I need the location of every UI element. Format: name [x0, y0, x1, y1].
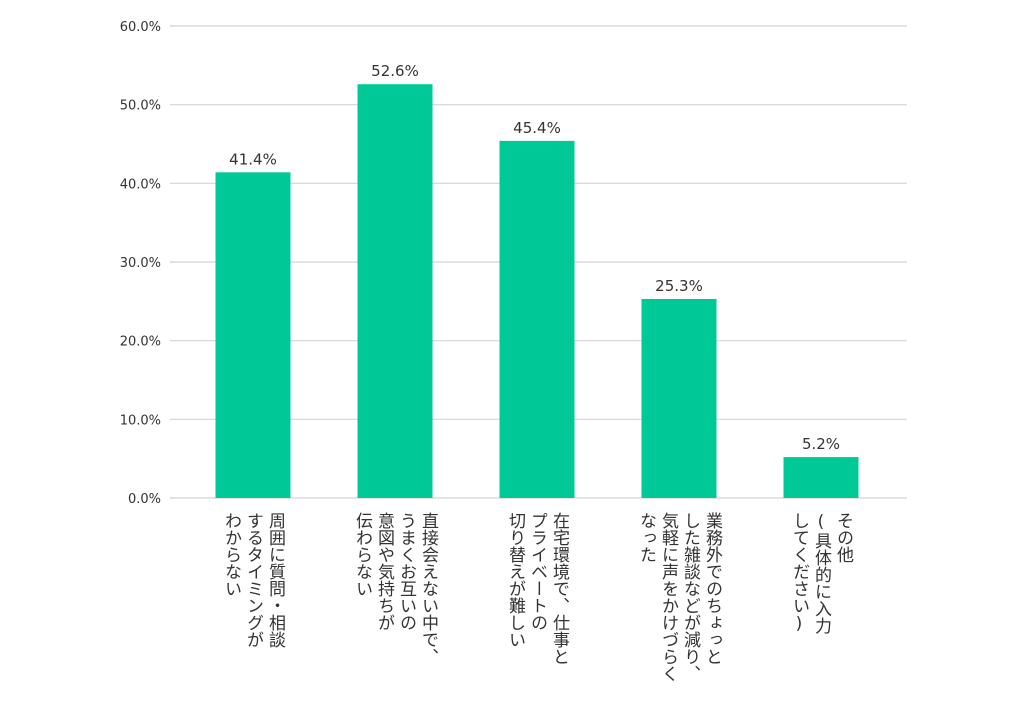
y-tick-label: 20.0% [120, 335, 161, 350]
data-label: 41.4% [229, 150, 277, 168]
category-label: その他 [833, 512, 854, 563]
category-label: 伝わらない [352, 512, 373, 597]
y-axis-ticks: 0.0% 10.0% 20.0% 30.0% 40.0% 50.0% 60.0% [120, 20, 161, 507]
data-labels: 41.4% 52.6% 45.4% 25.3% 5.2% [229, 62, 840, 453]
data-label: 52.6% [371, 62, 419, 80]
y-tick-label: 10.0% [120, 413, 161, 428]
bar [499, 140, 575, 498]
bar [641, 298, 717, 498]
data-label: 25.3% [655, 277, 703, 295]
y-tick-label: 30.0% [120, 256, 161, 271]
category-label: わからない [221, 512, 241, 597]
category-label: 在宅環境で、仕事と [549, 512, 570, 665]
category-label: (具体的に入力 [811, 512, 832, 634]
category-label: してください) [789, 512, 809, 634]
bar [783, 457, 859, 498]
category-label: 切り替えが難しい [505, 512, 526, 648]
y-tick-label: 60.0% [120, 20, 161, 35]
y-tick-label: 0.0% [128, 492, 161, 507]
bar [357, 84, 433, 499]
y-tick-label: 40.0% [120, 177, 161, 192]
category-label: 周囲に質問・相談 [265, 512, 286, 648]
category-label: 業務外でのちょっと [702, 512, 723, 665]
data-label: 45.4% [513, 119, 561, 137]
bar [215, 172, 291, 498]
category-label: なった [636, 512, 656, 563]
category-label: 意図や気持ちが [374, 512, 395, 631]
category-label: するタイミングが [243, 512, 263, 648]
category-label: 直接会えない中で、 [418, 512, 439, 665]
y-tick-label: 50.0% [120, 99, 161, 114]
category-label: した雑談などが減り、 [680, 512, 701, 682]
bars [215, 84, 859, 499]
category-label: プライベートの [527, 512, 547, 631]
category-label: 気軽に声をかけづらく [658, 512, 679, 682]
data-label: 5.2% [802, 435, 840, 453]
category-label: うまくお互いの [396, 512, 417, 631]
